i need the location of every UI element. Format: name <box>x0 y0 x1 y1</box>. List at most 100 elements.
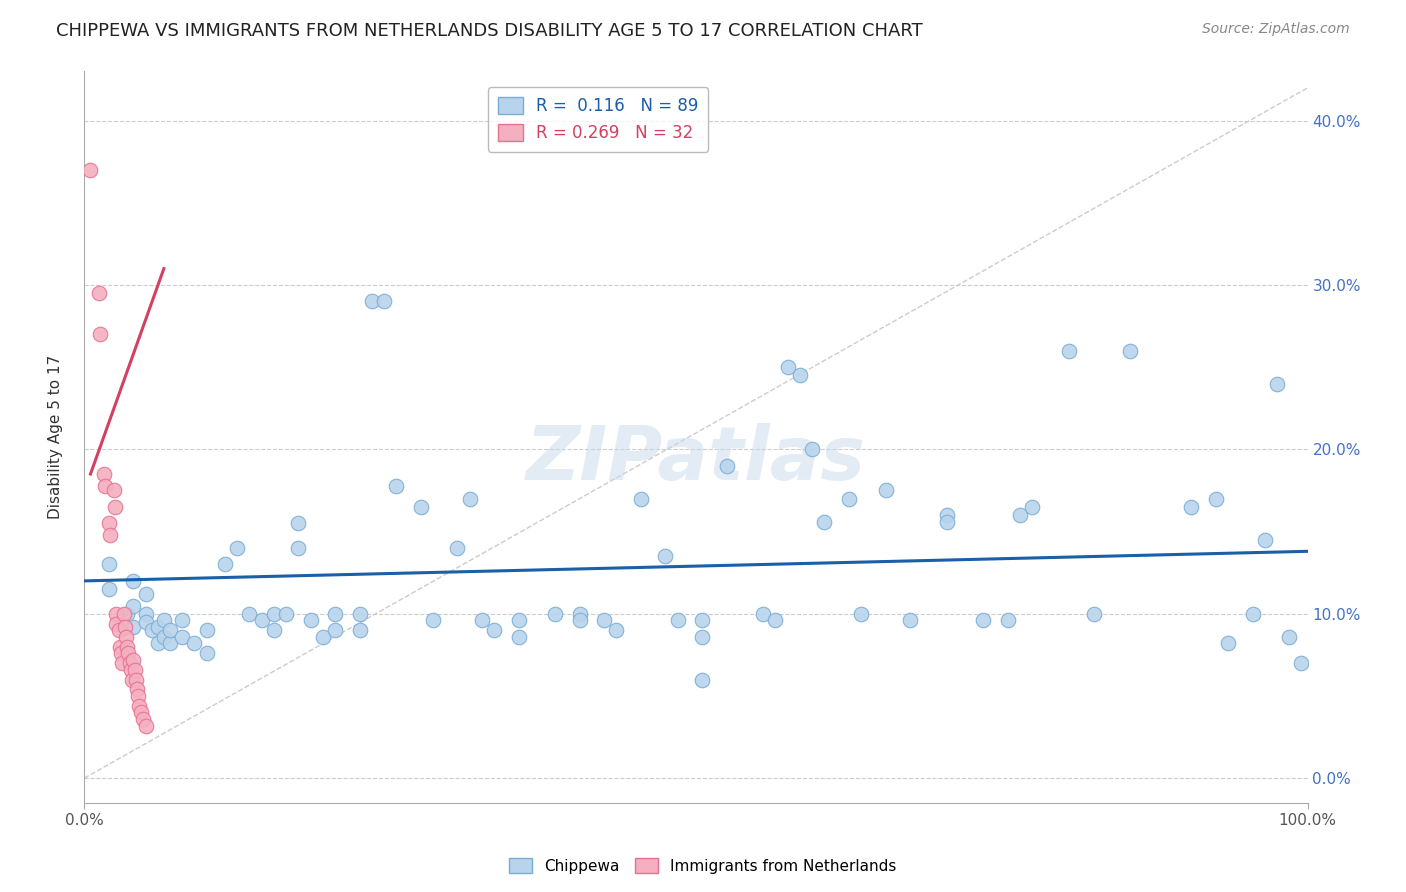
Point <box>716 458 738 473</box>
Point <box>135 607 157 621</box>
Point <box>605 624 627 638</box>
Point <box>127 689 149 703</box>
Point <box>115 607 138 621</box>
Point <box>997 613 1019 627</box>
Point <box>135 587 157 601</box>
Point <box>446 541 468 555</box>
Point <box>690 630 713 644</box>
Point <box>132 712 155 726</box>
Point <box>385 478 408 492</box>
Point <box>765 613 787 627</box>
Point <box>1180 500 1202 514</box>
Point <box>935 515 957 529</box>
Point <box>94 478 117 492</box>
Point <box>568 613 591 627</box>
Point <box>97 582 120 596</box>
Point <box>122 653 145 667</box>
Point <box>98 528 121 542</box>
Point <box>360 294 382 309</box>
Point <box>97 558 120 572</box>
Point <box>105 616 128 631</box>
Point <box>159 636 181 650</box>
Point <box>128 698 150 713</box>
Point <box>1291 656 1313 670</box>
Point <box>349 607 371 621</box>
Point <box>93 467 115 481</box>
Point <box>1241 607 1264 621</box>
Point <box>409 500 432 514</box>
Point <box>112 607 135 621</box>
Point <box>114 620 136 634</box>
Point <box>323 607 346 621</box>
Point <box>110 646 132 660</box>
Point <box>97 516 120 531</box>
Point <box>115 640 138 654</box>
Point <box>1021 500 1043 514</box>
Point <box>87 286 110 301</box>
Point <box>568 607 591 621</box>
Point <box>195 646 218 660</box>
Y-axis label: Disability Age 5 to 17: Disability Age 5 to 17 <box>48 355 63 519</box>
Point <box>183 636 205 650</box>
Point <box>153 630 176 644</box>
Point <box>299 613 322 627</box>
Point <box>118 656 141 670</box>
Point <box>630 491 652 506</box>
Point <box>1278 630 1301 644</box>
Point <box>146 636 169 650</box>
Point <box>849 607 872 621</box>
Point <box>108 640 131 654</box>
Point <box>107 624 129 638</box>
Point <box>111 656 134 670</box>
Point <box>159 624 181 638</box>
Point <box>312 630 335 644</box>
Point <box>226 541 249 555</box>
Point <box>153 613 176 627</box>
Point <box>1265 376 1288 391</box>
Point <box>508 613 530 627</box>
Point <box>752 607 775 621</box>
Text: Source: ZipAtlas.com: Source: ZipAtlas.com <box>1202 22 1350 37</box>
Point <box>1119 343 1142 358</box>
Point <box>593 613 616 627</box>
Point <box>238 607 260 621</box>
Point <box>287 516 309 531</box>
Point <box>935 508 957 523</box>
Point <box>129 706 152 720</box>
Point <box>79 163 101 178</box>
Point <box>250 613 273 627</box>
Point <box>1010 508 1032 523</box>
Point <box>972 613 994 627</box>
Point <box>458 491 481 506</box>
Point <box>373 294 395 309</box>
Point <box>122 599 145 613</box>
Point <box>422 613 444 627</box>
Point <box>898 613 921 627</box>
Point <box>654 549 676 564</box>
Point <box>1205 491 1227 506</box>
Point <box>349 624 371 638</box>
Point <box>89 327 111 342</box>
Point <box>789 368 811 383</box>
Point <box>214 558 236 572</box>
Point <box>666 613 689 627</box>
Point <box>838 491 860 506</box>
Point <box>508 630 530 644</box>
Point <box>690 613 713 627</box>
Point <box>1057 343 1080 358</box>
Point <box>135 718 157 732</box>
Point <box>105 607 128 621</box>
Point <box>172 630 194 644</box>
Point <box>482 624 505 638</box>
Point <box>122 574 145 588</box>
Point <box>813 515 835 529</box>
Point <box>117 646 139 660</box>
Point <box>195 624 218 638</box>
Point <box>1254 533 1277 547</box>
Point <box>115 630 138 644</box>
Point <box>263 607 285 621</box>
Point <box>104 500 127 514</box>
Point <box>120 663 142 677</box>
Point <box>276 607 298 621</box>
Point <box>690 673 713 687</box>
